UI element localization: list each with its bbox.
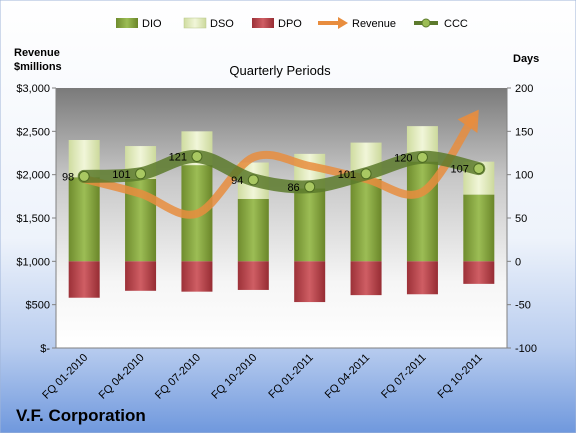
bar-dpo — [406, 261, 438, 295]
ccc-data-label: 107 — [450, 164, 468, 176]
y-right-tick-label: 150 — [515, 126, 533, 138]
bar-dpo — [463, 261, 495, 284]
ccc-point — [78, 170, 90, 182]
bar-dpo — [237, 261, 269, 290]
y-right-tick-label: 0 — [515, 256, 521, 268]
bar-dpo — [350, 261, 382, 296]
legend-swatch-dso — [183, 17, 207, 29]
ccc-data-label: 121 — [169, 151, 187, 163]
revenue-arrowhead — [457, 109, 479, 133]
y-right-tick-label: 50 — [515, 213, 527, 225]
y-axis-left-title-line2: $millions — [14, 61, 62, 73]
legend: DIO DSO DPO Revenue CCC — [116, 17, 468, 30]
legend-label-dso: DSO — [210, 18, 234, 30]
bar-dpo — [294, 261, 326, 303]
ccc-point — [473, 163, 485, 175]
ccc-data-label: 94 — [231, 175, 243, 187]
bar-dio — [68, 177, 100, 262]
legend-swatch-revenue — [318, 17, 348, 29]
chart-subtitle: Quarterly Periods — [229, 63, 331, 78]
y-right-tick-label: 200 — [515, 83, 533, 95]
bar-dio — [294, 188, 326, 262]
legend-swatch-dpo — [252, 18, 274, 28]
y-left-tick-label: $3,000 — [16, 83, 50, 95]
bar-dio — [237, 198, 269, 262]
bar-dio — [463, 194, 495, 262]
ccc-data-label: 86 — [287, 182, 299, 194]
y-left-tick-label: $500 — [26, 300, 50, 312]
ccc-point — [135, 168, 147, 180]
plot-area — [56, 88, 507, 348]
y-right-tick-label: -100 — [515, 343, 537, 355]
y-right-tick-label: -50 — [515, 300, 531, 312]
ccc-data-label: 120 — [394, 152, 412, 164]
bar-dio — [350, 179, 382, 262]
bar-dpo — [125, 261, 157, 291]
ccc-data-label: 101 — [338, 169, 356, 181]
bar-dpo — [181, 261, 213, 292]
company-name: V.F. Corporation — [16, 406, 146, 425]
legend-swatch-dio — [116, 18, 138, 28]
y-left-tick-label: $1,500 — [16, 213, 50, 225]
ccc-point — [191, 150, 203, 162]
legend-label-ccc: CCC — [444, 18, 468, 30]
ccc-point — [304, 181, 316, 193]
bar-dpo — [68, 261, 100, 298]
legend-label-dio: DIO — [142, 18, 162, 30]
y-axis-left-title-line1: Revenue — [14, 47, 60, 59]
y-left-tick-label: $1,000 — [16, 256, 50, 268]
revenue-line — [80, 115, 477, 219]
legend-label-dpo: DPO — [278, 18, 302, 30]
y-left-tick-label: $2,000 — [16, 170, 50, 182]
ccc-data-label: 101 — [112, 169, 130, 181]
ccc-point — [247, 174, 259, 186]
ccc-point — [360, 168, 372, 180]
y-axis-right-title: Days — [513, 53, 539, 65]
y-left-tick-label: $- — [40, 343, 50, 355]
ccc-point — [416, 151, 428, 163]
ccc-data-label: 98 — [62, 171, 74, 183]
legend-label-revenue: Revenue — [352, 18, 396, 30]
y-left-tick-label: $2,500 — [16, 126, 50, 138]
legend-swatch-ccc — [414, 18, 438, 28]
y-right-tick-label: 100 — [515, 170, 533, 182]
